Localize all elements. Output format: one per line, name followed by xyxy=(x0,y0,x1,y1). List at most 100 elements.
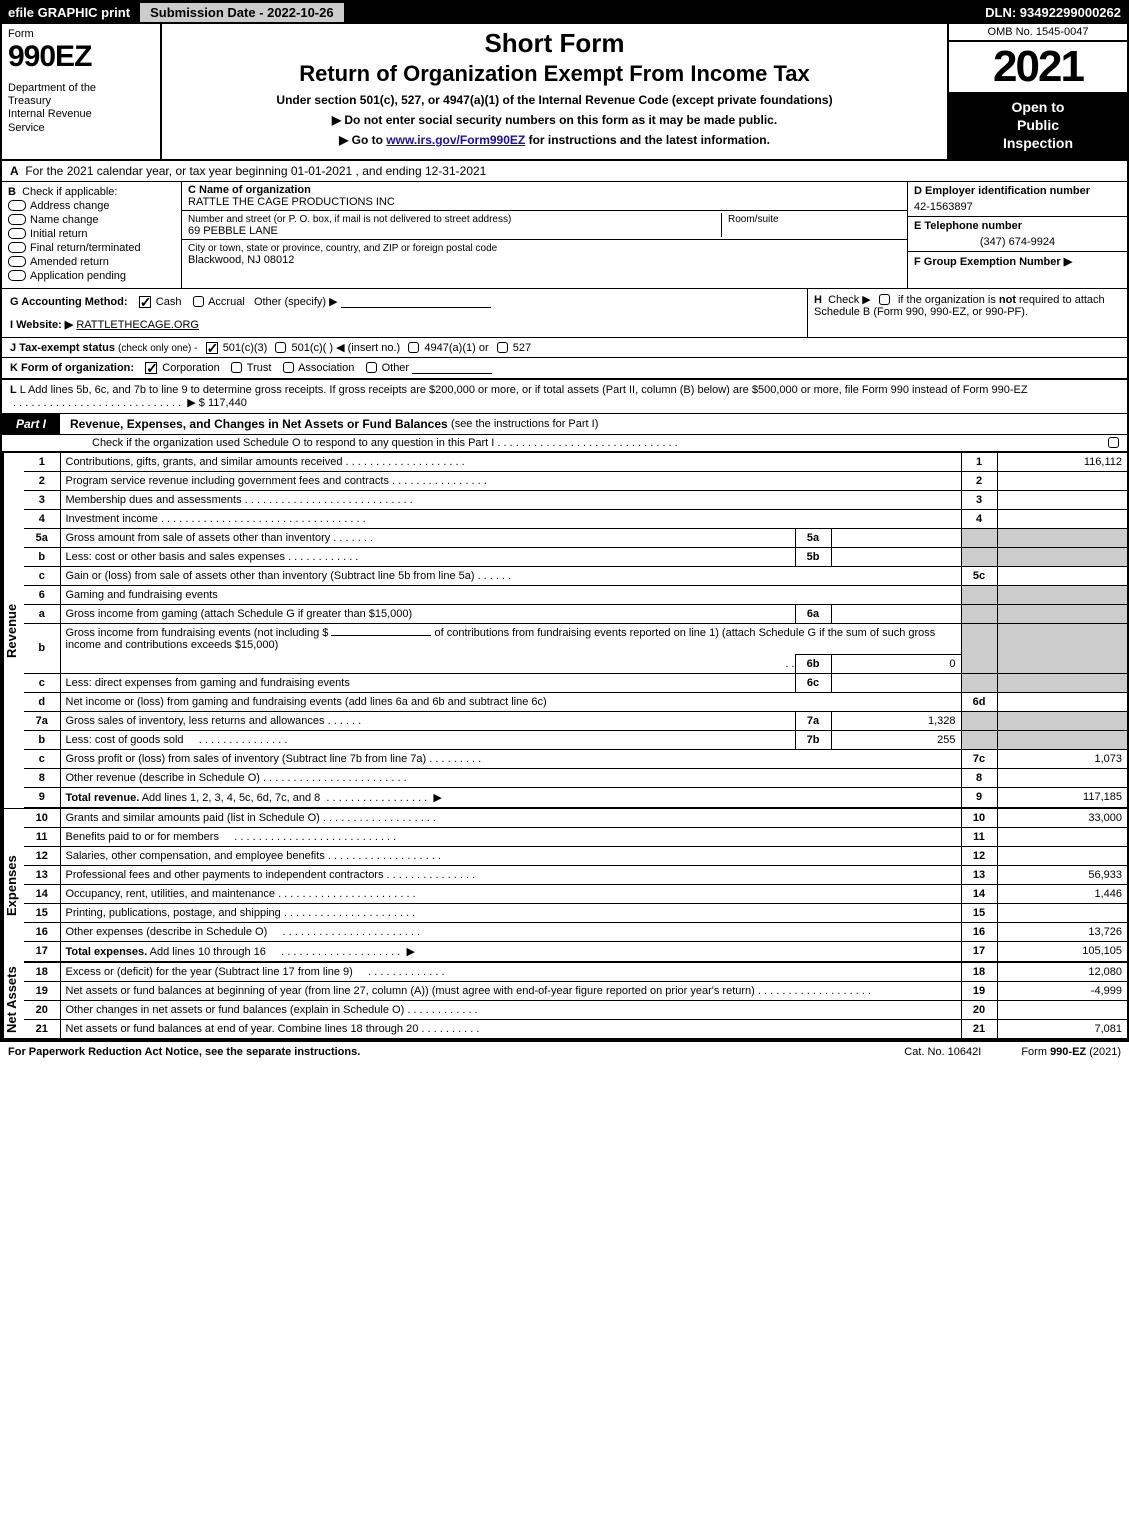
row-l: L L Add lines 5b, 6c, and 7b to line 9 t… xyxy=(2,380,1127,414)
row-a-text: For the 2021 calendar year, or tax year … xyxy=(25,164,486,178)
l5c-desc: Gain or (loss) from sale of assets other… xyxy=(66,570,475,582)
b-item-1: Name change xyxy=(30,214,99,226)
netassets-block: Net Assets 18Excess or (deficit) for the… xyxy=(2,962,1127,1038)
chk-527[interactable] xyxy=(497,342,508,353)
chk-cash[interactable] xyxy=(139,296,151,308)
f-label: F Group Exemption Number ▶ xyxy=(914,256,1072,268)
k-other-fill[interactable] xyxy=(412,373,492,374)
chk-h[interactable] xyxy=(879,294,890,305)
l7a-val: 1,328 xyxy=(831,711,961,730)
l20-desc: Other changes in net assets or fund bala… xyxy=(66,1004,405,1016)
g-label: G Accounting Method: xyxy=(10,296,128,308)
g-cash: Cash xyxy=(156,296,182,308)
submission-date: Submission Date - 2022-10-26 xyxy=(138,1,346,24)
g-other-fill[interactable] xyxy=(341,307,491,308)
return-title: Return of Organization Exempt From Incom… xyxy=(170,61,939,87)
part1-tab: Part I xyxy=(2,414,60,434)
revenue-block: Revenue 1Contributions, gifts, grants, a… xyxy=(2,452,1127,808)
header-right: OMB No. 1545-0047 2021 Open toPublicInsp… xyxy=(947,24,1127,159)
goto-pre: ▶ Go to xyxy=(339,133,386,147)
k-corp: Corporation xyxy=(162,362,219,374)
form-number: 990EZ xyxy=(8,40,154,74)
goto-post: for instructions and the latest informat… xyxy=(525,133,770,147)
l5b-desc: Less: cost or other basis and sales expe… xyxy=(66,551,286,563)
l7c-desc: Gross profit or (loss) from sales of inv… xyxy=(66,753,427,765)
k-label: K Form of organization: xyxy=(10,362,134,374)
row-a: A For the 2021 calendar year, or tax yea… xyxy=(2,161,1127,182)
chk-501c[interactable] xyxy=(275,342,286,353)
chk-initial-return[interactable] xyxy=(8,228,26,239)
d-label: D Employer identification number xyxy=(914,185,1090,197)
footer-right: Form 990-EZ (2021) xyxy=(1021,1046,1121,1058)
l16-val: 13,726 xyxy=(997,922,1127,941)
l5a-desc: Gross amount from sale of assets other t… xyxy=(66,532,331,544)
j-527: 527 xyxy=(513,342,531,354)
chk-amended-return[interactable] xyxy=(8,256,26,267)
part1-sub: (see the instructions for Part I) xyxy=(451,418,598,430)
i-label: I Website: ▶ xyxy=(10,319,73,331)
chk-application-pending[interactable] xyxy=(8,270,26,281)
top-bar: efile GRAPHIC print Submission Date - 20… xyxy=(0,0,1129,24)
expenses-block: Expenses 10Grants and similar amounts pa… xyxy=(2,808,1127,962)
l14-desc: Occupancy, rent, utilities, and maintena… xyxy=(66,888,276,900)
c-room-label: Room/suite xyxy=(728,214,779,225)
col-b: B Check if applicable: Address change Na… xyxy=(2,182,182,288)
l1-desc: Contributions, gifts, grants, and simila… xyxy=(66,456,343,468)
l19-val: -4,999 xyxy=(997,981,1127,1000)
chk-4947[interactable] xyxy=(408,342,419,353)
row-h: H Check ▶ if the organization is not req… xyxy=(807,289,1127,337)
l1-val: 116,112 xyxy=(997,452,1127,471)
part1-checkline: Check if the organization used Schedule … xyxy=(2,435,1127,452)
b-item-4: Amended return xyxy=(30,256,109,268)
l10-val: 33,000 xyxy=(997,808,1127,827)
l6c-desc: Less: direct expenses from gaming and fu… xyxy=(66,677,350,689)
l14-val: 1,446 xyxy=(997,884,1127,903)
footer-left: For Paperwork Reduction Act Notice, see … xyxy=(8,1046,360,1058)
chk-other-org[interactable] xyxy=(366,362,377,373)
l13-desc: Professional fees and other payments to … xyxy=(66,869,384,881)
j-c3: 501(c)(3) xyxy=(223,342,268,354)
row-j: J Tax-exempt status (check only one) - 5… xyxy=(2,338,1127,358)
l-text: L Add lines 5b, 6c, and 7b to line 9 to … xyxy=(20,384,1028,396)
b-item-5: Application pending xyxy=(30,270,126,282)
org-city: Blackwood, NJ 08012 xyxy=(188,254,294,266)
l6d-desc: Net income or (loss) from gaming and fun… xyxy=(66,696,547,708)
chk-corp[interactable] xyxy=(145,362,157,374)
j-sub: (check only one) - xyxy=(118,343,197,354)
chk-501c3[interactable] xyxy=(206,342,218,354)
b-item-2: Initial return xyxy=(30,228,87,240)
irs-link[interactable]: www.irs.gov/Form990EZ xyxy=(386,133,525,147)
tax-year: 2021 xyxy=(949,42,1127,92)
l21-desc: Net assets or fund balances at end of ye… xyxy=(66,1023,419,1035)
phone: (347) 674-9924 xyxy=(914,232,1121,248)
chk-final-return[interactable] xyxy=(8,242,26,253)
col-c: C Name of organization RATTLE THE CAGE P… xyxy=(182,182,907,288)
chk-part1-scho[interactable] xyxy=(1108,437,1119,448)
l12-desc: Salaries, other compensation, and employ… xyxy=(66,850,325,862)
chk-name-change[interactable] xyxy=(8,214,26,225)
org-address: 69 PEBBLE LANE xyxy=(188,225,278,237)
goto-line: ▶ Go to www.irs.gov/Form990EZ for instru… xyxy=(170,133,939,147)
chk-address-change[interactable] xyxy=(8,200,26,211)
chk-assoc[interactable] xyxy=(283,362,294,373)
l6b-val: 0 xyxy=(831,654,961,673)
header-left: Form 990EZ Department of theTreasuryInte… xyxy=(2,24,162,159)
chk-trust[interactable] xyxy=(231,362,242,373)
sidebar-revenue: Revenue xyxy=(2,452,24,808)
l17-val: 105,105 xyxy=(997,941,1127,961)
l21-val: 7,081 xyxy=(997,1019,1127,1038)
open-inspection: Open toPublicInspection xyxy=(949,92,1127,159)
l13-val: 56,933 xyxy=(997,865,1127,884)
c-name-label: C Name of organization xyxy=(188,184,311,196)
department: Department of theTreasuryInternal Revenu… xyxy=(8,82,154,135)
l2-desc: Program service revenue including govern… xyxy=(66,475,389,487)
chk-accrual[interactable] xyxy=(193,296,204,307)
row-g: G Accounting Method: Cash Accrual Other … xyxy=(2,289,807,337)
col-def: D Employer identification number 42-1563… xyxy=(907,182,1127,288)
footer-catno: Cat. No. 10642I xyxy=(904,1046,981,1058)
j-c: 501(c)( ) ◀ (insert no.) xyxy=(292,342,401,354)
form-header: Form 990EZ Department of theTreasuryInte… xyxy=(2,24,1127,161)
website-link[interactable]: RATTLETHECAGE.ORG xyxy=(76,319,199,331)
row-k: K Form of organization: Corporation Trus… xyxy=(2,358,1127,380)
l18-val: 12,080 xyxy=(997,962,1127,981)
